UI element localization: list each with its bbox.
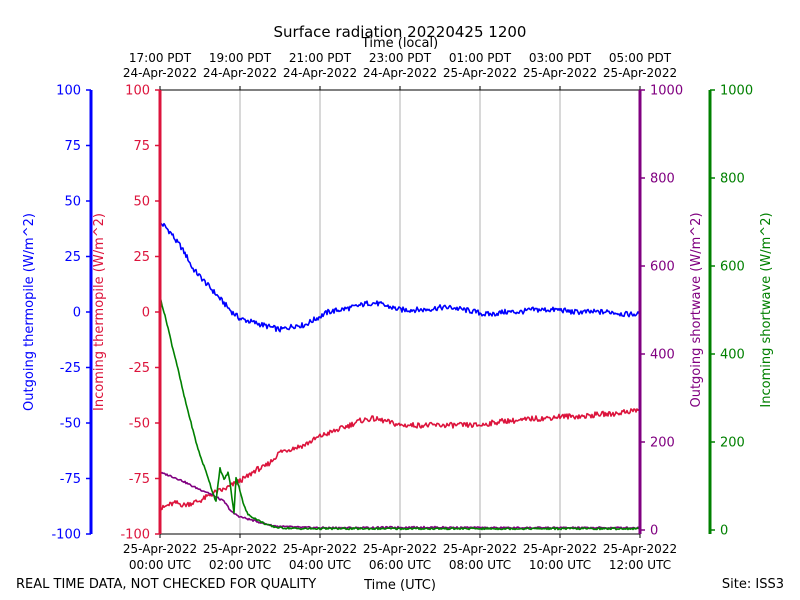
top-tick-time: 05:00 PDT [609, 51, 672, 65]
axis-tick-label: 0 [650, 524, 658, 539]
axis-tick-label: 25 [133, 250, 150, 265]
axis-tick-label: 100 [56, 84, 81, 99]
top-tick-date: 24-Apr-2022 [203, 66, 277, 80]
series-layer [159, 221, 641, 531]
bottom-tick-date: 25-Apr-2022 [523, 542, 597, 556]
series-line-incoming-thermopile [159, 408, 641, 513]
bottom-tick-date: 25-Apr-2022 [443, 542, 517, 556]
incoming-thermopile-axis: -100 -75 -50 -25 0 25 50 75 100 Incoming thermopi… [92, 84, 162, 543]
bottom-tick-date: 25-Apr-2022 [123, 542, 197, 556]
bottom-tick-date: 25-Apr-2022 [203, 542, 277, 556]
axis-tick-label: -50 [60, 417, 81, 432]
bottom-tick-time: 06:00 UTC [369, 558, 431, 572]
axis-tick-label: 50 [64, 195, 81, 210]
bottom-tick-date: 25-Apr-2022 [363, 542, 437, 556]
chart-title: Surface radiation 20220425 1200 [274, 23, 527, 41]
axis-tick-label: 1000 [720, 84, 753, 99]
series-line-outgoing-thermopile [159, 221, 641, 333]
top-tick-time: 17:00 PDT [129, 51, 192, 65]
axis-title: Outgoing shortwave (W/m^2) [689, 212, 704, 407]
series-line-outgoing-shortwave [159, 471, 641, 530]
top-tick-time: 23:00 PDT [369, 51, 432, 65]
axis-tick-label: 25 [64, 250, 81, 265]
axis-tick-label: 75 [64, 139, 81, 154]
axis-tick-label: 200 [720, 436, 745, 451]
top-tick-time: 01:00 PDT [449, 51, 512, 65]
series-line-incoming-shortwave [159, 296, 641, 531]
axis-tick-label: -25 [129, 361, 150, 376]
axis-tick-label: 75 [133, 139, 150, 154]
top-axis-label: Time (local) [361, 36, 438, 51]
top-tick-time: 03:00 PDT [529, 51, 592, 65]
outgoing-shortwave-axis: 0 200 400 600 800 1000 Outgoing shortwave (W/m… [638, 84, 704, 539]
bottom-tick-time: 00:00 UTC [129, 558, 191, 572]
axis-tick-label: 100 [125, 84, 150, 99]
bottom-time-axis: 25-Apr-2022 00:00 UTC 25-Apr-2022 02:00 UTC… [123, 534, 677, 572]
bottom-tick-time: 02:00 UTC [209, 558, 271, 572]
bottom-tick-date: 25-Apr-2022 [283, 542, 357, 556]
axis-tick-label: 600 [720, 260, 745, 275]
outgoing-thermopile-axis: -100 -75 -50 -25 0 25 50 75 100 Outgoing thermopi… [22, 84, 93, 543]
axis-tick-label: 1000 [650, 84, 683, 99]
top-tick-time: 19:00 PDT [209, 51, 272, 65]
gridlines [239, 90, 561, 534]
site-label: Site: ISS3 [722, 577, 784, 592]
top-tick-time: 21:00 PDT [289, 51, 352, 65]
top-tick-date: 25-Apr-2022 [523, 66, 597, 80]
incoming-shortwave-axis: 0 200 400 600 800 1000 Incoming shortwave (W/m… [708, 84, 774, 539]
axis-title: Incoming thermopile (W/m^2) [92, 213, 107, 411]
axis-tick-label: 600 [650, 260, 675, 275]
top-tick-date: 24-Apr-2022 [363, 66, 437, 80]
top-tick-date: 24-Apr-2022 [123, 66, 197, 80]
axis-tick-label: -75 [60, 472, 81, 487]
axis-tick-label: 0 [142, 306, 150, 321]
axis-tick-label: -25 [60, 361, 81, 376]
top-tick-date: 25-Apr-2022 [603, 66, 677, 80]
quality-disclaimer: REAL TIME DATA, NOT CHECKED FOR QUALITY [16, 577, 316, 592]
axis-tick-label: -100 [120, 528, 150, 543]
axis-tick-label: -100 [51, 528, 81, 543]
axis-title: Incoming shortwave (W/m^2) [759, 212, 774, 407]
axis-tick-label: 400 [650, 348, 675, 363]
axis-title: Outgoing thermopile (W/m^2) [22, 213, 37, 411]
axis-tick-label: 800 [650, 172, 675, 187]
axis-tick-label: 0 [73, 306, 81, 321]
axis-tick-label: -75 [129, 472, 150, 487]
bottom-tick-time: 04:00 UTC [289, 558, 351, 572]
bottom-tick-time: 10:00 UTC [529, 558, 591, 572]
axis-tick-label: 400 [720, 348, 745, 363]
bottom-tick-time: 12:00 UTC [609, 558, 671, 572]
axis-tick-label: 800 [720, 172, 745, 187]
axis-tick-label: -50 [129, 417, 150, 432]
bottom-tick-date: 25-Apr-2022 [603, 542, 677, 556]
axis-tick-label: 200 [650, 436, 675, 451]
axis-tick-label: 0 [720, 524, 728, 539]
bottom-tick-time: 08:00 UTC [449, 558, 511, 572]
top-tick-date: 24-Apr-2022 [283, 66, 357, 80]
axis-tick-label: 50 [133, 195, 150, 210]
top-tick-date: 25-Apr-2022 [443, 66, 517, 80]
bottom-axis-label: Time (UTC) [363, 578, 436, 593]
